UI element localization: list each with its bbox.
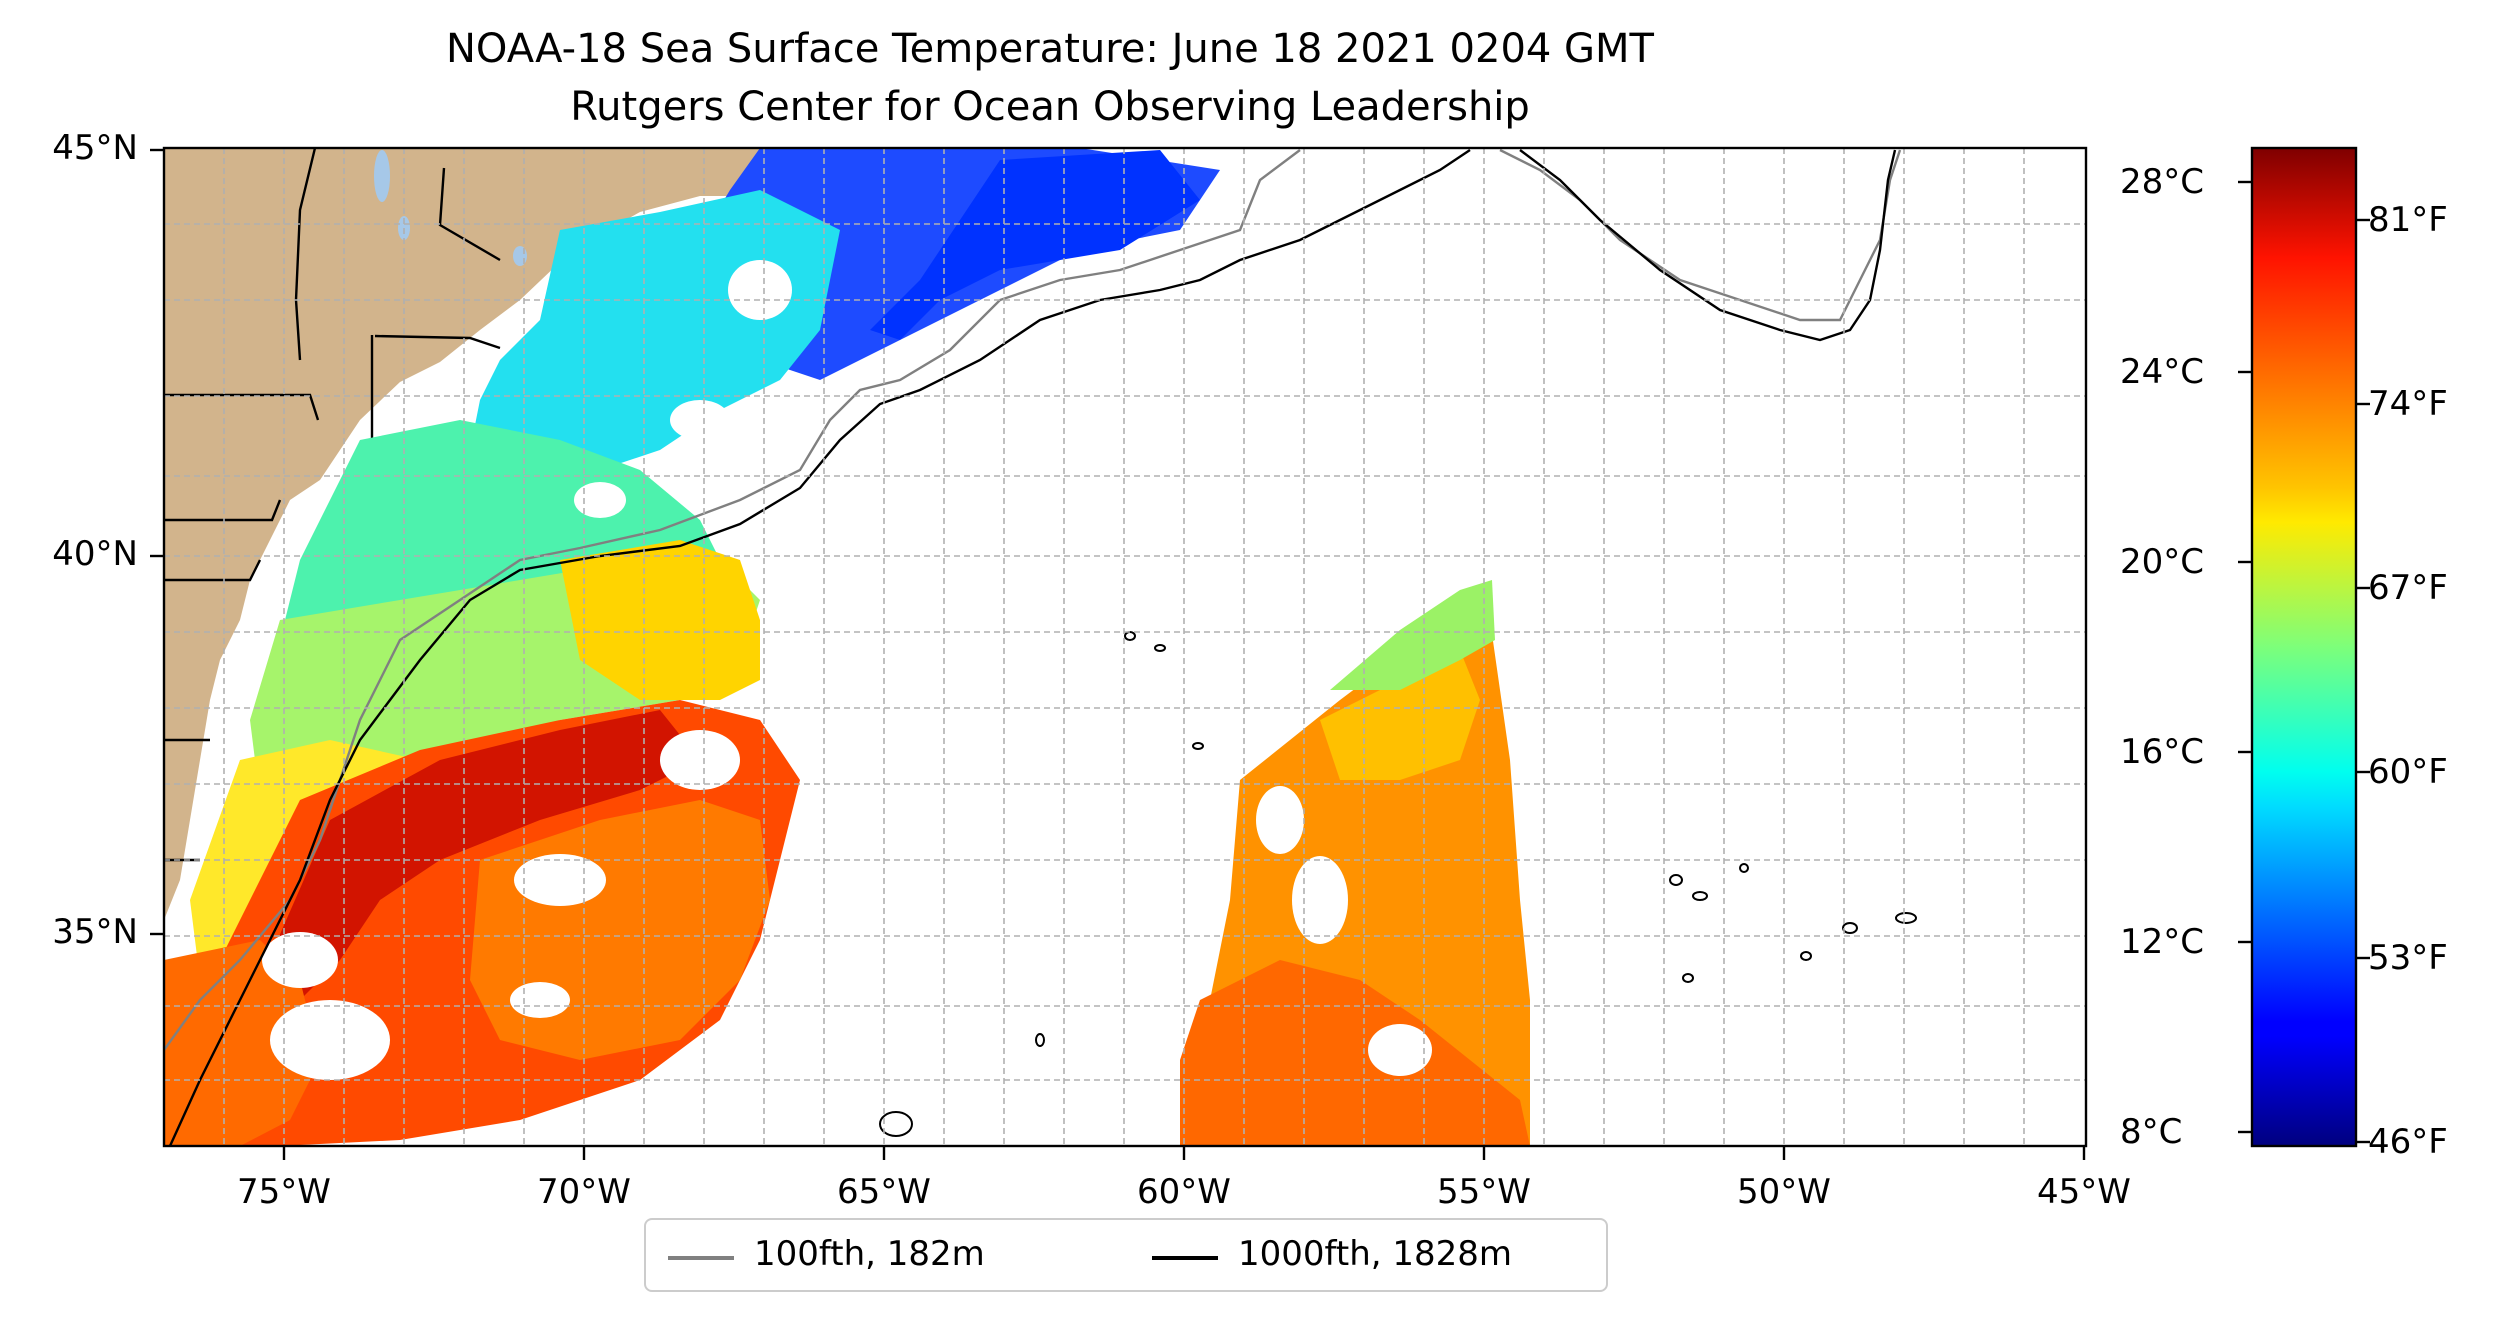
y-tick-label: 35°N <box>52 912 138 952</box>
gridlines <box>164 148 2086 1146</box>
colorbar-fahrenheit-label: 53°F <box>2368 938 2448 978</box>
colorbar-celsius-label: 20°C <box>2120 542 2205 582</box>
legend: 100fth, 182m 1000fth, 1828m <box>644 1218 1608 1292</box>
x-tick-label: 75°W <box>237 1172 331 1212</box>
x-tick-label: 70°W <box>537 1172 631 1212</box>
colorbar-celsius-label: 16°C <box>2120 732 2205 772</box>
legend-line-gray <box>668 1256 734 1260</box>
colorbar-ticks <box>2238 180 2370 1144</box>
colorbar-celsius-label: 12°C <box>2120 922 2205 962</box>
colorbar-celsius-label: 8°C <box>2120 1112 2183 1152</box>
colorbar-celsius-label: 24°C <box>2120 352 2205 392</box>
x-tick-label: 65°W <box>837 1172 931 1212</box>
colorbar-fahrenheit-label: 81°F <box>2368 200 2448 240</box>
x-tick-label: 50°W <box>1737 1172 1831 1212</box>
contour-1000fth <box>168 149 1471 1146</box>
legend-label: 100fth, 182m <box>754 1234 985 1274</box>
colorbar-fahrenheit-label: 60°F <box>2368 752 2448 792</box>
colorbar-fahrenheit-label: 67°F <box>2368 568 2448 608</box>
colorbar-fahrenheit-label: 74°F <box>2368 384 2448 424</box>
legend-label: 1000fth, 1828m <box>1238 1234 1513 1274</box>
x-tick-label: 45°W <box>2037 1172 2131 1212</box>
map-subtitle: Rutgers Center for Ocean Observing Leade… <box>570 84 1530 130</box>
x-tick-label: 60°W <box>1137 1172 1231 1212</box>
colorbar-celsius-label: 28°C <box>2120 162 2205 202</box>
y-tick-label: 45°N <box>52 128 138 168</box>
map-frame <box>162 146 2088 1148</box>
sst-field <box>164 148 1530 1146</box>
cloud-mask <box>262 260 1432 1080</box>
map-title: NOAA-18 Sea Surface Temperature: June 18… <box>445 26 1654 72</box>
contour-100fth <box>164 149 1301 1051</box>
colorbar-fahrenheit-label: 46°F <box>2368 1122 2448 1162</box>
y-tick-label: 40°N <box>52 534 138 574</box>
seamounts <box>879 631 1917 1137</box>
x-tick-label: 55°W <box>1437 1172 1531 1212</box>
contour-1000fth-east <box>1519 149 1897 342</box>
axis-ticks <box>150 148 2086 1160</box>
contour-100fth-east <box>1499 148 1902 322</box>
legend-line-black <box>1152 1256 1218 1260</box>
land-mass <box>164 148 1060 920</box>
colorbar <box>2250 146 2358 1148</box>
